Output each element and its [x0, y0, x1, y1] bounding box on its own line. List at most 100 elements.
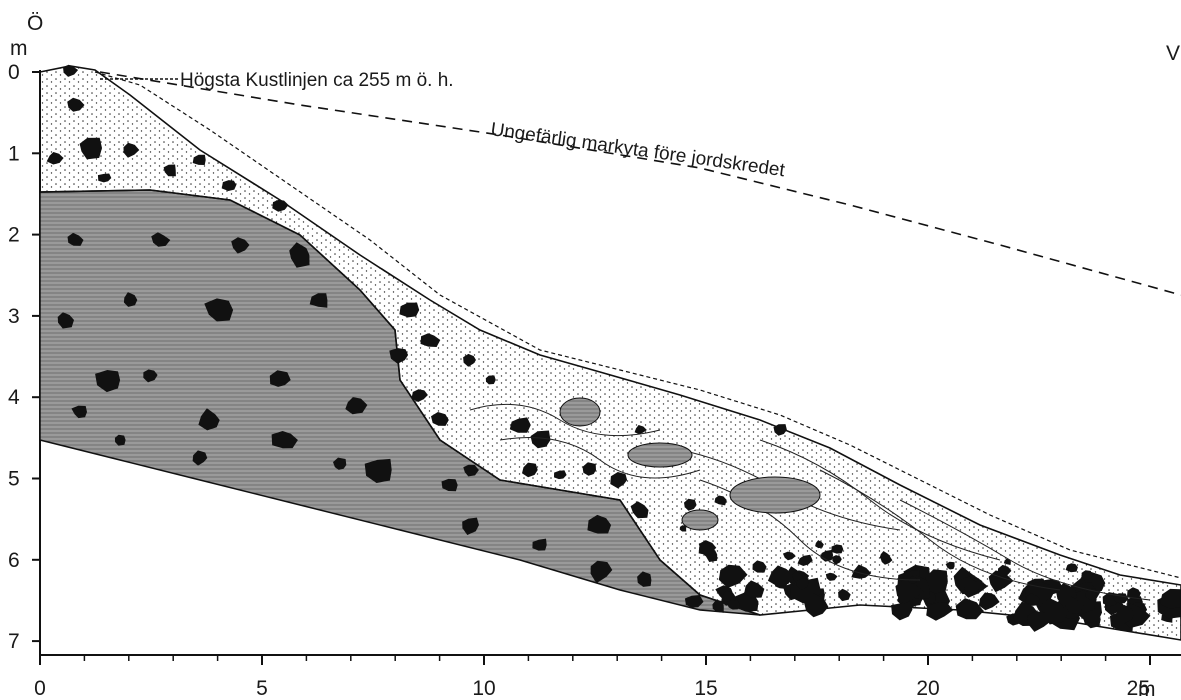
boulder [796, 578, 809, 590]
clay-lenses [559, 397, 821, 531]
boulder [978, 592, 1000, 611]
boulder [46, 152, 64, 165]
boulder [698, 543, 715, 555]
boulder [895, 579, 924, 604]
pre-slide-surface-label: Ungefärlig markyta före jordskredet [489, 119, 786, 181]
y-tick-label: 5 [8, 468, 20, 491]
boulder [271, 431, 298, 449]
boulder [610, 472, 628, 489]
boulder [879, 551, 891, 560]
boulder [984, 593, 995, 600]
boulder [714, 495, 727, 506]
boulder [926, 602, 954, 621]
boulder [803, 592, 829, 618]
x-tick-label: 15 [694, 677, 717, 700]
slide-debris [39, 65, 1181, 641]
x-tick-label: 25 [1127, 677, 1150, 700]
boulder [63, 64, 79, 77]
boulder [590, 560, 613, 584]
boulder [221, 180, 237, 191]
x-ticks: 0 5 10 15 20 25 [34, 655, 1151, 700]
boulder [522, 462, 538, 478]
boulder [831, 544, 844, 554]
boulder [309, 293, 328, 308]
boulder [143, 369, 158, 383]
boulder [712, 599, 724, 613]
boulder [151, 232, 171, 247]
boulder [684, 595, 704, 608]
boulder [123, 142, 140, 158]
boulder [333, 457, 347, 470]
boulder [192, 450, 208, 466]
boulder [831, 555, 842, 565]
boulder [587, 514, 612, 534]
x-tick-label: 20 [916, 677, 939, 700]
boulder [364, 458, 392, 483]
boulder [272, 199, 289, 212]
boulder [198, 408, 220, 431]
boulder [431, 412, 449, 426]
boulder [1003, 558, 1011, 565]
boulder [815, 540, 824, 549]
boulder [634, 425, 647, 435]
boulder [441, 478, 458, 492]
boulder [1081, 570, 1093, 580]
y-tick-label: 7 [8, 630, 20, 653]
boulder [1064, 596, 1084, 615]
y-ticks: 0 1 2 3 4 5 6 7 [8, 61, 40, 653]
boulder [684, 498, 697, 511]
y-tick-label: 3 [8, 305, 20, 328]
y-tick-label: 6 [8, 549, 20, 572]
boulder [782, 551, 796, 561]
boulder [411, 389, 428, 402]
boulder [964, 578, 981, 594]
boulder [71, 405, 87, 419]
boulder [825, 572, 838, 581]
boulders [46, 64, 1181, 632]
y-tick-label: 2 [8, 224, 20, 247]
boulder [988, 570, 1014, 593]
x-unit-label: m [1138, 678, 1156, 700]
boulder [1160, 588, 1181, 609]
orientation-left-label: Ö [27, 12, 43, 35]
boulder [163, 164, 176, 177]
boulder [1025, 593, 1040, 605]
boulder [123, 292, 138, 307]
x-tick-label: 5 [256, 677, 268, 700]
boulder [767, 565, 794, 587]
boulder [462, 517, 479, 535]
y-tick-label: 0 [8, 61, 20, 84]
boulder [744, 580, 765, 598]
boulder [630, 501, 649, 519]
boulder [851, 564, 872, 579]
coastline-label: Högsta Kustlinjen ca 255 m ö. h. [180, 70, 454, 91]
boulder [463, 353, 476, 367]
boulder [192, 154, 206, 165]
boulder [231, 237, 250, 254]
boulder [530, 430, 551, 449]
boulder [345, 397, 368, 415]
x-tick-label: 10 [472, 677, 495, 700]
boulder [67, 232, 84, 246]
boulder [1065, 563, 1078, 573]
boulder [820, 549, 834, 562]
boulder [269, 370, 291, 387]
boulder [97, 173, 112, 183]
boulder [997, 564, 1012, 577]
boulder [389, 348, 409, 364]
boulder [752, 560, 767, 573]
boulder [582, 462, 596, 476]
boulder [726, 599, 740, 610]
y-tick-label: 4 [8, 386, 20, 409]
boulder [57, 312, 74, 329]
boulder [891, 601, 913, 621]
boulder [532, 538, 547, 551]
boulder [1116, 604, 1135, 624]
boulder [79, 137, 102, 160]
boulder [945, 561, 955, 570]
orientation-right-label: V [1166, 42, 1180, 65]
boulder [554, 470, 567, 480]
boulder [485, 375, 496, 385]
boulder [463, 464, 479, 477]
